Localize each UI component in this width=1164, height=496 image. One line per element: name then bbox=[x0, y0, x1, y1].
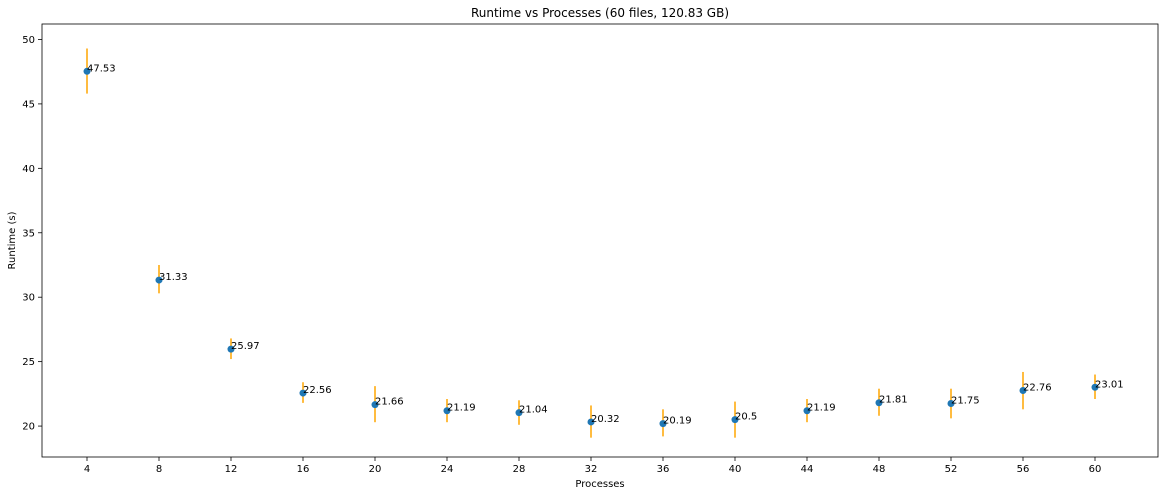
y-axis: 20 25 30 35 40 45 50 bbox=[22, 35, 42, 433]
data-label: 47.53 bbox=[87, 63, 116, 74]
y-tick-label: 20 bbox=[22, 422, 35, 433]
data-label: 23.01 bbox=[1095, 379, 1124, 390]
data-point bbox=[803, 407, 811, 415]
data-point bbox=[371, 401, 379, 409]
data-label: 21.75 bbox=[951, 396, 980, 407]
data-labels: 47.53 31.33 25.97 22.56 21.66 21.19 21.04 20.32… bbox=[87, 63, 1124, 426]
data-point bbox=[83, 67, 91, 75]
x-tick-label: 52 bbox=[945, 464, 958, 475]
data-point bbox=[875, 399, 883, 407]
x-tick-label: 36 bbox=[657, 464, 670, 475]
data-point bbox=[1019, 387, 1027, 395]
data-point bbox=[299, 389, 307, 397]
y-tick-label: 50 bbox=[22, 35, 35, 46]
x-tick-label: 12 bbox=[225, 464, 238, 475]
chart-title: Runtime vs Processes (60 files, 120.83 G… bbox=[471, 6, 729, 20]
x-tick-label: 44 bbox=[801, 464, 814, 475]
data-point bbox=[515, 409, 523, 417]
data-label: 20.32 bbox=[591, 414, 620, 425]
data-point bbox=[659, 420, 667, 428]
data-label: 20.19 bbox=[663, 416, 692, 427]
errorbars bbox=[86, 48, 1096, 438]
data-label: 20.5 bbox=[735, 412, 757, 423]
data-label: 21.81 bbox=[879, 395, 908, 406]
data-point bbox=[1091, 383, 1099, 391]
data-point bbox=[443, 407, 451, 415]
x-tick-label: 8 bbox=[156, 464, 162, 475]
data-point bbox=[227, 345, 235, 353]
data-label: 21.04 bbox=[519, 405, 548, 416]
x-axis-label: Processes bbox=[575, 479, 624, 490]
data-point bbox=[155, 276, 163, 284]
data-label: 21.66 bbox=[375, 397, 404, 408]
data-points bbox=[83, 67, 1099, 428]
x-tick-label: 16 bbox=[297, 464, 310, 475]
x-tick-label: 60 bbox=[1089, 464, 1102, 475]
y-tick-label: 35 bbox=[22, 228, 35, 239]
data-label: 31.33 bbox=[159, 272, 188, 283]
data-label: 21.19 bbox=[807, 403, 836, 414]
y-tick-label: 45 bbox=[22, 99, 35, 110]
data-point bbox=[731, 416, 739, 424]
x-tick-label: 4 bbox=[84, 464, 90, 475]
data-label: 21.19 bbox=[447, 403, 476, 414]
data-label: 25.97 bbox=[231, 341, 260, 352]
data-point bbox=[947, 400, 955, 408]
x-tick-label: 40 bbox=[729, 464, 742, 475]
y-tick-label: 40 bbox=[22, 164, 35, 175]
plot-frame bbox=[41, 23, 1159, 458]
y-tick-label: 30 bbox=[22, 293, 35, 304]
y-axis-label: Runtime (s) bbox=[7, 211, 18, 269]
x-tick-label: 56 bbox=[1017, 464, 1030, 475]
x-tick-label: 32 bbox=[585, 464, 598, 475]
x-tick-label: 20 bbox=[369, 464, 382, 475]
x-tick-label: 48 bbox=[873, 464, 886, 475]
x-tick-label: 28 bbox=[513, 464, 526, 475]
y-tick-label: 25 bbox=[22, 357, 35, 368]
x-tick-label: 24 bbox=[441, 464, 454, 475]
x-axis: 4 8 12 16 20 24 28 32 36 40 44 48 52 56 60 bbox=[84, 457, 1102, 475]
data-point bbox=[587, 418, 595, 426]
data-label: 22.76 bbox=[1023, 383, 1052, 394]
data-label: 22.56 bbox=[303, 385, 332, 396]
